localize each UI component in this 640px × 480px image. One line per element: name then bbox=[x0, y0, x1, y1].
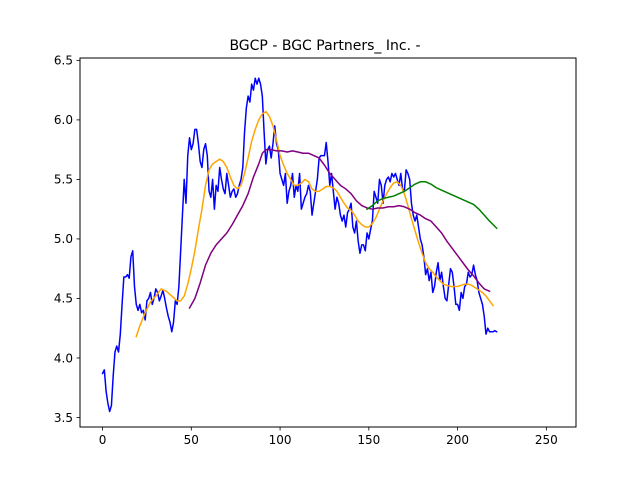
x-tick-label: 200 bbox=[446, 433, 469, 447]
series-line-3 bbox=[188, 148, 491, 309]
series-layer bbox=[101, 77, 498, 413]
y-tick-label: 4.0 bbox=[54, 351, 73, 365]
series-line-2 bbox=[135, 110, 495, 338]
y-tick-label: 3.5 bbox=[54, 411, 73, 425]
y-tick-label: 5.0 bbox=[54, 232, 73, 246]
y-axis: 3.5 4.0 4.5 5.0 5.5 6.0 6.5 bbox=[54, 54, 80, 425]
x-tick-label: 100 bbox=[269, 433, 292, 447]
x-tick-label: 250 bbox=[535, 433, 558, 447]
y-tick-label: 4.5 bbox=[54, 292, 73, 306]
x-tick-label: 50 bbox=[184, 433, 199, 447]
series-line-1 bbox=[101, 77, 498, 413]
chart-title: BGCP - BGC Partners_ Inc. - bbox=[229, 38, 420, 54]
y-tick-label: 5.5 bbox=[54, 173, 73, 187]
plot-frame bbox=[79, 57, 577, 428]
y-tick-label: 6.0 bbox=[54, 113, 73, 127]
x-tick-label: 150 bbox=[357, 433, 380, 447]
x-tick-label: 0 bbox=[99, 433, 107, 447]
x-axis: 0 50 100 150 200 250 bbox=[99, 427, 558, 447]
y-tick-label: 6.5 bbox=[54, 54, 73, 68]
series-line-4 bbox=[366, 181, 498, 230]
